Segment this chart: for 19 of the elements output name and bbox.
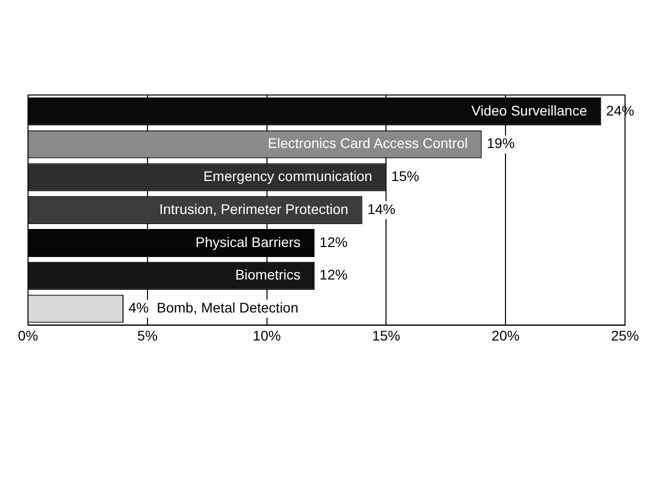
data-label: 12%	[320, 266, 348, 283]
x-tick-label: 5%	[137, 327, 158, 344]
data-label: 4%	[128, 300, 149, 316]
y-tick-label: Physical Barriers	[196, 234, 301, 250]
data-label: 14%	[367, 200, 396, 217]
data-label: 19%	[486, 135, 515, 152]
x-tick-label: 25%	[610, 327, 640, 344]
x-tick-label: 10%	[252, 327, 281, 344]
y-tick-label: Bomb, Metal Detection	[156, 300, 298, 316]
y-tick-label: Emergency communication	[203, 168, 372, 184]
x-tick-label: 0%	[18, 327, 38, 344]
data-label: 15%	[391, 168, 420, 184]
y-tick-label: Intrusion, Perimeter Protection	[159, 200, 348, 217]
x-tick-label: 20%	[492, 327, 520, 344]
y-tick-label: Electronics Card Access Control	[268, 135, 468, 152]
y-tick-label: Biometrics	[235, 266, 301, 283]
data-label: 12%	[320, 234, 348, 250]
y-tick-label: Video Surveillance	[471, 102, 588, 118]
x-tick-label: 15%	[372, 327, 400, 344]
